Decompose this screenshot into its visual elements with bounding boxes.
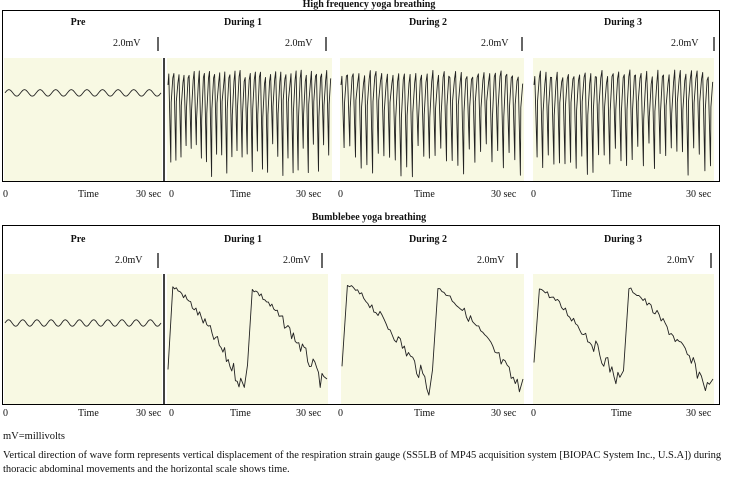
waveform-series-during-3 [533,287,714,392]
x-end-label: 30 sec [136,408,162,419]
scale-label: 2.0mV [113,38,141,49]
waveform-plot-bumblebee [4,253,714,404]
chart-title-high-frequency: High frequency yoga breathing [302,0,436,10]
segment-title-during-2: During 2 [408,17,448,28]
scale-label: 2.0mV [667,255,695,266]
x-end-label: 30 sec [296,408,322,419]
scale-label: 2.0mV [283,255,311,266]
segment-title-pre: Pre [70,17,86,28]
x-axis-label: Time [78,189,99,200]
x-start-label: 0 [169,189,174,200]
x-start-label: 0 [169,408,174,419]
segment-title-during-1: During 1 [223,17,263,28]
x-start-label: 0 [338,408,343,419]
x-axis-label: Time [78,408,99,419]
x-end-label: 30 sec [686,189,712,200]
x-end-label: 30 sec [296,189,322,200]
segment-background [4,58,162,181]
x-axis-label: Time [230,408,251,419]
waveform-series-pre [4,89,162,97]
scale-label: 2.0mV [671,38,699,49]
waveform-plot-high-frequency [4,37,715,181]
figure-caption: Vertical direction of wave form represen… [3,450,722,475]
scale-label: 2.0mV [285,38,313,49]
segment-background [533,274,714,404]
x-end-label: 30 sec [491,408,517,419]
x-start-label: 0 [3,189,8,200]
scale-label: 2.0mV [481,38,509,49]
segment-background [167,274,328,404]
x-axis-label: Time [611,189,632,200]
scale-label: 2.0mV [115,255,143,266]
units-footnote: mV=millivolts [3,431,65,442]
x-start-label: 0 [531,189,536,200]
segment-title-during-1: During 1 [223,234,263,245]
chart-title-bumblebee: Bumblebee yoga breathing [311,212,427,223]
waveform-series-during-2 [340,69,524,178]
waveform-series-during-1 [167,286,328,388]
x-end-label: 30 sec [491,189,517,200]
x-axis-label: Time [611,408,632,419]
segment-title-during-2: During 2 [408,234,448,245]
x-axis-label: Time [230,189,251,200]
x-start-label: 0 [531,408,536,419]
chart-frame-bumblebee: Pre During 1 During 2 During 3 2.0mV 2.0… [2,225,720,405]
segment-background [4,274,162,404]
segment-title-during-3: During 3 [603,234,643,245]
x-start-label: 0 [3,408,8,419]
waveform-series-pre [4,319,162,327]
x-end-label: 30 sec [136,189,162,200]
segment-title-during-3: During 3 [603,17,643,28]
chart-frame-high-frequency: Pre During 1 During 2 During 3 2.0mV 2.0… [2,10,720,182]
waveform-series-during-2 [341,284,524,396]
scale-label: 2.0mV [477,255,505,266]
x-axis-label: Time [414,189,435,200]
x-end-label: 30 sec [686,408,712,419]
segment-title-pre: Pre [70,234,86,245]
waveform-series-during-3 [533,69,714,176]
x-start-label: 0 [338,189,343,200]
waveform-series-during-1 [167,69,332,177]
segment-background [341,274,524,404]
x-axis-label: Time [414,408,435,419]
